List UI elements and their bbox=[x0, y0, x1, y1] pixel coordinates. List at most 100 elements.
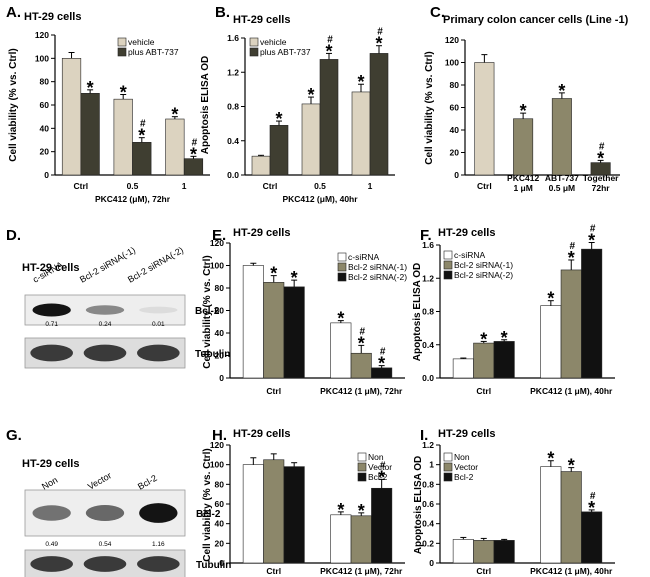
blot-band bbox=[30, 344, 73, 362]
blot-band bbox=[83, 344, 127, 362]
x-tick-label: Ctrl bbox=[476, 566, 491, 576]
x-tick-label: 0.5 μM bbox=[549, 183, 575, 193]
bar bbox=[540, 466, 562, 564]
panel-letter: E. bbox=[212, 227, 226, 244]
bar bbox=[350, 515, 372, 564]
y-tick-label: 0.6 bbox=[422, 499, 434, 509]
significance-star: * bbox=[138, 126, 145, 146]
bar bbox=[351, 91, 371, 176]
x-tick-label: Ctrl bbox=[266, 386, 281, 396]
x-tick-label: 0.5 bbox=[127, 181, 139, 191]
bar bbox=[61, 58, 82, 176]
significance-hash: # bbox=[377, 27, 383, 38]
legend-label: vehicle bbox=[128, 37, 155, 47]
significance-star: * bbox=[568, 456, 575, 476]
legend-swatch bbox=[249, 47, 259, 57]
bar bbox=[242, 265, 264, 379]
panel-title: HT-29 cells bbox=[233, 428, 290, 440]
y-tick-label: 80 bbox=[450, 80, 460, 90]
legend-swatch bbox=[357, 472, 367, 482]
y-tick-label: 40 bbox=[40, 123, 50, 133]
legend-swatch bbox=[337, 252, 347, 262]
significance-star: * bbox=[325, 41, 332, 61]
legend-label: Bcl-2 siRNA(-1) bbox=[454, 260, 513, 270]
significance-star: * bbox=[270, 264, 277, 284]
y-tick-label: 60 bbox=[215, 306, 225, 316]
bar bbox=[165, 118, 185, 176]
x-tick-label: PKC412 (1 μM), 40hr bbox=[530, 566, 613, 576]
significance-star: * bbox=[375, 34, 382, 54]
blot-band bbox=[139, 306, 178, 314]
legend-label: Bcl-2 siRNA(-1) bbox=[348, 262, 407, 272]
significance-hash: # bbox=[359, 326, 365, 337]
x-tick-label: Ctrl bbox=[263, 181, 278, 191]
x-tick-label: ABT-737 bbox=[545, 173, 579, 183]
legend-label: plus ABT-737 bbox=[260, 47, 311, 57]
legend-label: c-siRNA bbox=[454, 250, 485, 260]
chart-e: E. HT-29 cells 0 20 40 60 80 100 120 Cell viabili… bbox=[202, 227, 407, 396]
y-tick-label: 120 bbox=[445, 35, 459, 45]
y-tick-label: 40 bbox=[450, 125, 460, 135]
significance-hash: # bbox=[590, 491, 596, 502]
panel-title: HT-29 cells bbox=[233, 14, 290, 26]
bar bbox=[350, 352, 372, 379]
legend-label: Bcl-2 siRNA(-2) bbox=[454, 270, 513, 280]
legend-swatch bbox=[337, 272, 347, 282]
significance-hash: # bbox=[599, 141, 605, 152]
chart-f: F. HT-29 cells 0.0 0.4 0.8 1.2 1.6 Apoptosis EL… bbox=[412, 224, 615, 396]
significance-hash: # bbox=[140, 119, 146, 130]
y-tick-label: 60 bbox=[215, 499, 225, 509]
legend-swatch bbox=[443, 462, 453, 472]
y-tick-label: 100 bbox=[35, 53, 49, 63]
y-tick-label: 20 bbox=[40, 147, 50, 157]
y-tick-label: 0 bbox=[44, 170, 49, 180]
blot-band bbox=[30, 556, 73, 572]
bar bbox=[330, 322, 352, 379]
legend-label: plus ABT-737 bbox=[128, 47, 179, 57]
legend-label: vehicle bbox=[260, 37, 287, 47]
significance-star: * bbox=[337, 500, 344, 520]
y-tick-label: 120 bbox=[210, 440, 224, 450]
x-tick-label: Ctrl bbox=[476, 386, 491, 396]
bar bbox=[581, 511, 603, 564]
legend-swatch bbox=[117, 37, 127, 47]
bar bbox=[263, 282, 285, 379]
bar bbox=[452, 358, 474, 379]
y-tick-label: 1.6 bbox=[227, 33, 239, 43]
chart-c: C.Primary colon cancer cells (Line -1) 0 2… bbox=[424, 4, 629, 193]
x-tick-label: Ctrl bbox=[74, 181, 89, 191]
panel-letter: A. bbox=[6, 4, 21, 21]
panel-letter: H. bbox=[212, 427, 227, 444]
y-tick-label: 100 bbox=[445, 58, 459, 68]
significance-hash: # bbox=[569, 241, 575, 252]
y-tick-label: 0 bbox=[219, 373, 224, 383]
y-tick-label: 1.2 bbox=[227, 67, 239, 77]
bar bbox=[283, 466, 305, 564]
protein-label: Bcl-2 bbox=[195, 306, 220, 317]
chart-a: A. HT-29 cells 0 20 40 60 80 100 120 Cell viabili… bbox=[6, 4, 210, 204]
legend-label: Bcl-2 siRNA(-2) bbox=[348, 272, 407, 282]
panel-letter: G. bbox=[6, 427, 22, 444]
lane-label: Non bbox=[40, 475, 59, 492]
protein-label: Bcl-2 bbox=[196, 509, 221, 520]
legend-label: Vector bbox=[454, 462, 478, 472]
bar bbox=[80, 93, 100, 176]
band-value: 0.49 bbox=[45, 541, 58, 548]
blot-g: G. HT-29 cells Non Vector Bcl-2 Bcl-2 0.49 0.54… bbox=[6, 427, 231, 577]
y-tick-label: 0.8 bbox=[422, 479, 434, 489]
band-value: 1.16 bbox=[152, 541, 165, 548]
panel-letter: I. bbox=[420, 427, 428, 444]
x-tick-label: 0.5 bbox=[314, 181, 326, 191]
panel-title: HT-29 cells bbox=[22, 262, 79, 274]
y-tick-label: 1 bbox=[429, 460, 434, 470]
y-tick-label: 100 bbox=[210, 460, 224, 470]
panel-title: HT-29 cells bbox=[438, 227, 495, 239]
chart-i: I. HT-29 cells 0 0.2 0.4 0.6 0.8 1 1.2 Apoptosis … bbox=[413, 427, 615, 576]
significance-star: * bbox=[547, 289, 554, 309]
y-tick-label: 0.4 bbox=[422, 519, 434, 529]
blot-band bbox=[85, 305, 125, 315]
y-axis-label: Apoptosis ELISA OD bbox=[412, 263, 423, 362]
bar bbox=[113, 98, 133, 176]
